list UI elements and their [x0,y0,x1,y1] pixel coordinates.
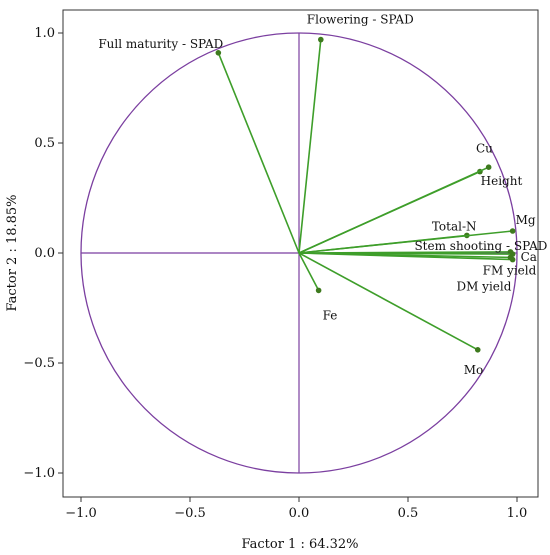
vector-line [217,52,300,254]
variable-label: Height [481,174,523,188]
y-axis-title: Factor 2 : 18.85% [5,194,20,311]
variable-point [474,347,481,353]
y-tick-label: −1.0 [23,466,55,481]
variable-label: Fe [323,308,338,322]
variable-label: FM yield [483,264,537,278]
vector-line [298,230,513,254]
x-tick-label: 1.0 [507,506,528,521]
vector-line [298,39,322,254]
y-tick-label: 1.0 [34,26,55,41]
x-tick-label: 0.5 [398,506,419,521]
variable-label: Mg [516,213,536,227]
variable-label: Stem shooting - SPAD [414,239,547,253]
variable-point [315,287,322,294]
variable-point [318,36,324,43]
vector-line [298,252,479,351]
x-tick-label: −0.5 [174,506,206,521]
x-tick-label: −1.0 [65,506,97,521]
y-tick-label: 0.5 [34,136,55,151]
label-layer: Full maturity - SPAD Flowering - SPAD Cu He… [98,13,547,377]
y-tick-label: −0.5 [23,356,55,371]
variable-label: Flowering - SPAD [307,13,414,27]
variable-label: Mo [464,363,484,377]
variable-label: Full maturity - SPAD [98,37,223,51]
variable-label: Cu [476,142,493,156]
tick-layer: −1.0 −0.5 0.0 0.5 1.0 1.0 0.5 0.0 −0.5 −1.0 [23,26,527,521]
vector-line [298,252,511,259]
variable-point [485,164,492,170]
variable-point [215,50,222,56]
x-axis-title: Factor 1 : 64.32% [241,537,358,552]
y-tick-label: 0.0 [34,246,55,261]
vector-line [298,252,320,291]
variable-label: DM yield [456,279,511,293]
variable-label: Total-N [432,219,477,233]
vector-line [298,166,489,254]
variable-point [509,228,516,234]
x-tick-label: 0.0 [289,506,310,521]
variable-point [507,254,514,261]
variable-label: Ca [521,250,537,264]
vector-layer [215,36,516,353]
